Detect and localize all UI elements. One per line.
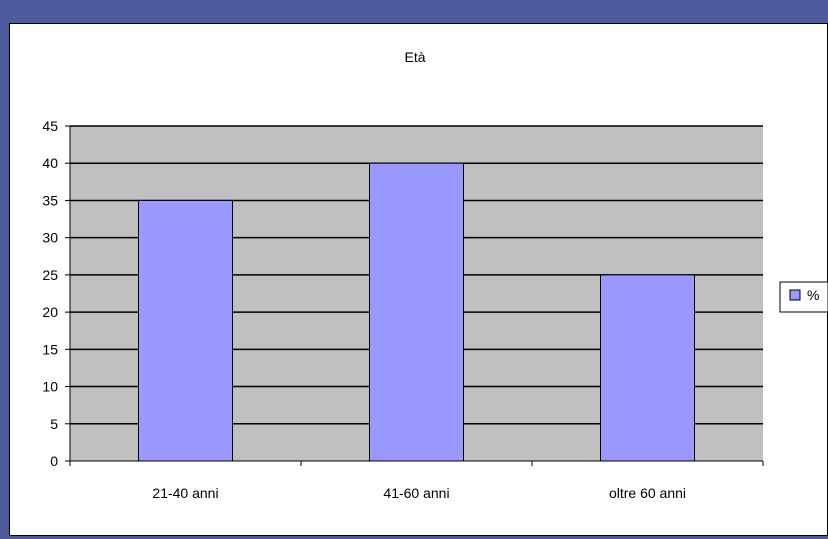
y-tick-label: 30 (42, 230, 58, 246)
x-tick-label: 41-60 anni (383, 485, 449, 501)
legend-swatch (789, 289, 801, 301)
legend-box (779, 281, 828, 313)
y-tick-label: 15 (42, 341, 58, 357)
bar (138, 199, 233, 462)
y-tick-label: 5 (50, 416, 58, 432)
bar (600, 274, 695, 462)
y-tick-label: 45 (42, 118, 58, 134)
x-tick-label: 21-40 anni (152, 485, 218, 501)
chart-title: Età (404, 49, 425, 65)
y-tick-label: 35 (42, 192, 58, 208)
legend: % (779, 281, 828, 313)
y-tick-label: 25 (42, 267, 58, 283)
bar (369, 162, 464, 462)
y-tick-label: 10 (42, 379, 58, 395)
y-tick-label: 40 (42, 155, 58, 171)
plot-area: 0 5 10 15 20 25 30 35 40 45 21-40 anni 41-60 anni ol… (42, 118, 764, 501)
legend-label: % (807, 287, 819, 303)
y-tick-label: 0 (50, 453, 58, 469)
y-tick-label: 20 (42, 304, 58, 320)
x-tick-label: oltre 60 anni (609, 485, 686, 501)
